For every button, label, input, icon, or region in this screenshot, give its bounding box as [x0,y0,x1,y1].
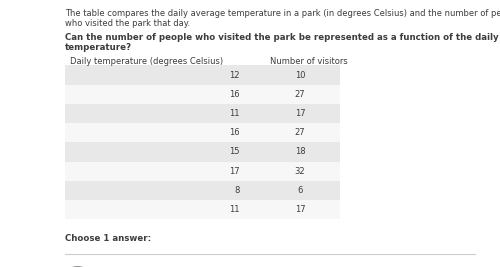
Text: 16: 16 [230,128,240,137]
Text: Choose 1 answer:: Choose 1 answer: [65,234,151,243]
Text: 15: 15 [230,147,240,156]
Text: 27: 27 [294,128,306,137]
Text: 11: 11 [230,109,240,118]
Text: 10: 10 [295,70,305,80]
Text: 27: 27 [294,90,306,99]
Text: 16: 16 [230,90,240,99]
Text: 12: 12 [230,70,240,80]
Text: 8: 8 [234,186,240,195]
Text: 32: 32 [294,167,306,176]
Text: temperature?: temperature? [65,43,132,52]
Text: 17: 17 [294,205,306,214]
Text: 11: 11 [230,205,240,214]
Text: The table compares the daily average temperature in a park (in degrees Celsius) : The table compares the daily average tem… [65,9,500,18]
Text: 18: 18 [294,147,306,156]
Text: who visited the park that day.: who visited the park that day. [65,19,190,28]
Text: 6: 6 [298,186,302,195]
Text: Number of visitors: Number of visitors [270,57,348,66]
Text: 17: 17 [294,109,306,118]
Text: Can the number of people who visited the park be represented as a function of th: Can the number of people who visited the… [65,33,500,42]
Text: Daily temperature (degrees Celsius): Daily temperature (degrees Celsius) [70,57,223,66]
Text: 17: 17 [230,167,240,176]
